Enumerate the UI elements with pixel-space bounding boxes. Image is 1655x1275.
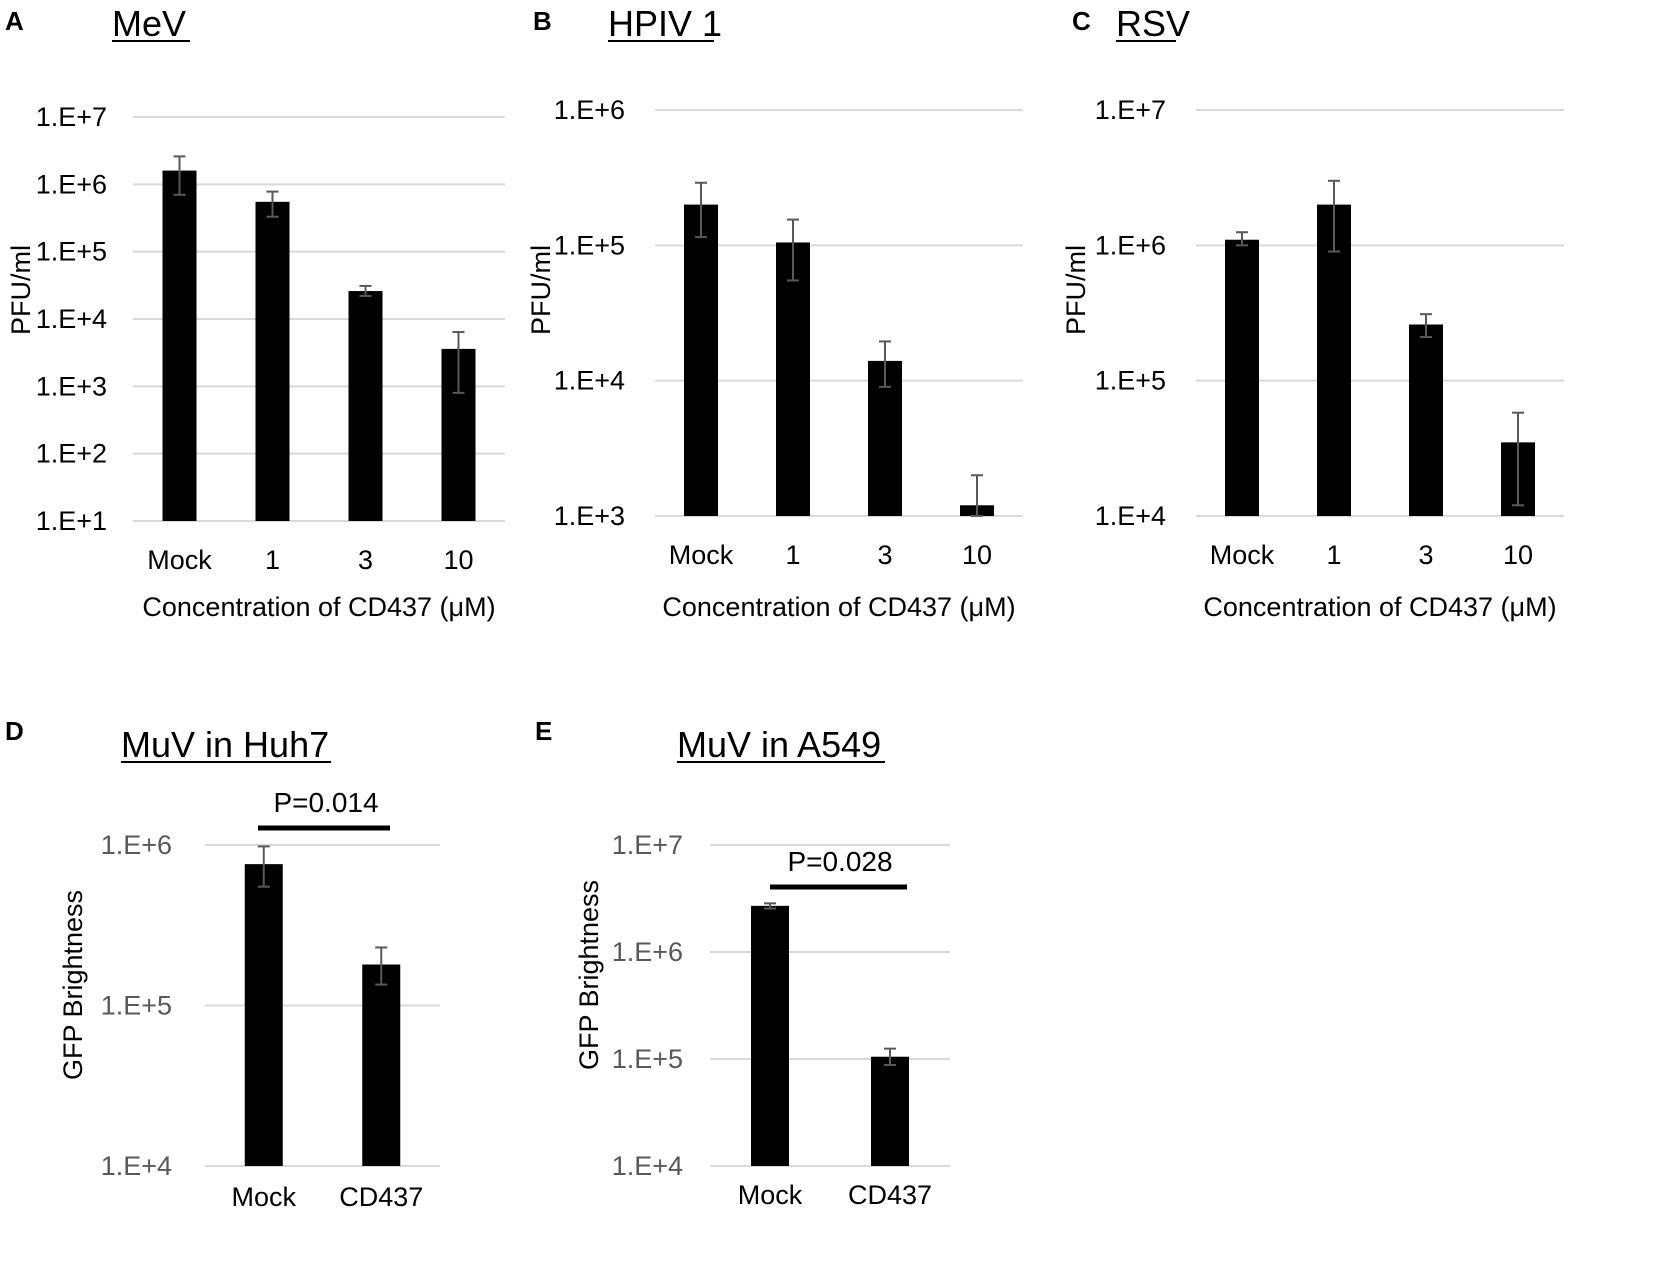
- x-category-label: 3: [877, 540, 892, 570]
- y-tick-label: 1.E+5: [36, 237, 107, 267]
- x-category-label: 10: [962, 540, 992, 570]
- panel-letter: D: [5, 716, 24, 746]
- p-value-label: P=0.014: [273, 787, 378, 818]
- panel-title: MeV: [112, 3, 186, 44]
- x-category-label: 3: [358, 545, 373, 575]
- y-tick-label: 1.E+6: [554, 95, 625, 125]
- bar: [348, 291, 383, 521]
- x-category-label: 1: [265, 545, 280, 575]
- bar: [871, 1056, 909, 1166]
- x-category-label: Mock: [147, 545, 212, 575]
- y-tick-label: 1.E+1: [36, 506, 107, 536]
- y-tick-label: 1.E+5: [101, 991, 172, 1021]
- y-tick-label: 1.E+7: [612, 830, 683, 860]
- y-tick-label: 1.E+6: [612, 937, 683, 967]
- panel-c: C RSV 1.E+4 1.E+5 1.E+6 1.E+7 Mock 1 3 10 Concentr…: [1061, 3, 1564, 622]
- y-axis-title: GFP Brightness: [574, 880, 604, 1070]
- x-category-label: Mock: [669, 540, 734, 570]
- panel-letter: E: [535, 716, 552, 746]
- y-axis-title: PFU/ml: [526, 245, 556, 335]
- panel-title: RSV: [1116, 3, 1190, 44]
- x-category-label: CD437: [848, 1180, 932, 1210]
- y-tick-label: 1.E+6: [1095, 230, 1166, 260]
- y-tick-label: 1.E+5: [1095, 366, 1166, 396]
- x-category-label: Mock: [738, 1180, 803, 1210]
- x-axis-title: Concentration of CD437 (μM): [142, 592, 495, 622]
- y-tick-label: 1.E+6: [101, 830, 172, 860]
- y-tick-label: 1.E+5: [612, 1044, 683, 1074]
- y-tick-label: 1.E+7: [36, 102, 107, 132]
- y-tick-label: 1.E+2: [36, 439, 107, 469]
- x-category-label: 10: [443, 545, 473, 575]
- y-tick-label: 1.E+5: [554, 230, 625, 260]
- p-value-label: P=0.028: [787, 846, 892, 877]
- bar: [244, 864, 283, 1166]
- panel-letter: C: [1072, 6, 1091, 36]
- y-tick-label: 1.E+4: [612, 1151, 683, 1181]
- panel-e: E MuV in A549 1.E+4 1.E+5 1.E+6 1.E+7 Mock CD43…: [535, 716, 950, 1210]
- panel-title: HPIV 1: [608, 3, 722, 44]
- x-category-label: Mock: [231, 1182, 296, 1212]
- x-category-label: 10: [1503, 540, 1533, 570]
- y-tick-label: 1.E+4: [1095, 501, 1166, 531]
- panel-letter: B: [533, 6, 552, 36]
- panel-a: A MeV 1.E+1 1.E+2 1.E+3 1.E+4 1.E+5 1.E+6 1.E+7 M…: [5, 3, 505, 622]
- panel-title: MuV in Huh7: [121, 724, 329, 765]
- y-axis-title: PFU/ml: [6, 245, 36, 335]
- x-axis-title: Concentration of CD437 (μM): [1203, 592, 1556, 622]
- bar: [162, 170, 197, 522]
- x-category-label: 3: [1418, 540, 1433, 570]
- bar: [1317, 204, 1351, 516]
- panel-d: D MuV in Huh7 1.E+4 1.E+5 1.E+6 Mock CD437 GFP …: [5, 716, 440, 1212]
- y-tick-label: 1.E+4: [101, 1151, 172, 1181]
- bar: [255, 201, 290, 521]
- y-tick-label: 1.E+7: [1095, 95, 1166, 125]
- y-axis-title: PFU/ml: [1061, 245, 1091, 335]
- y-tick-label: 1.E+6: [36, 169, 107, 199]
- y-tick-label: 1.E+4: [36, 304, 107, 334]
- y-axis-title: GFP Brightness: [58, 890, 88, 1080]
- x-category-label: 1: [785, 540, 800, 570]
- panel-title: MuV in A549: [677, 724, 881, 765]
- x-category-label: 1: [1326, 540, 1341, 570]
- x-axis-title: Concentration of CD437 (μM): [662, 592, 1015, 622]
- panel-letter: A: [5, 6, 24, 36]
- x-category-label: Mock: [1210, 540, 1275, 570]
- y-tick-label: 1.E+3: [36, 371, 107, 401]
- bar: [1225, 239, 1259, 517]
- y-tick-label: 1.E+3: [554, 501, 625, 531]
- panel-b: B HPIV 1 1.E+3 1.E+4 1.E+5 1.E+6 Mock 1 3 10 Conce…: [526, 3, 1023, 622]
- x-category-label: CD437: [339, 1182, 423, 1212]
- bar: [362, 964, 401, 1166]
- bar: [1409, 324, 1443, 516]
- y-tick-label: 1.E+4: [554, 366, 625, 396]
- bar: [776, 242, 810, 517]
- bar: [751, 905, 789, 1166]
- bar: [684, 204, 718, 516]
